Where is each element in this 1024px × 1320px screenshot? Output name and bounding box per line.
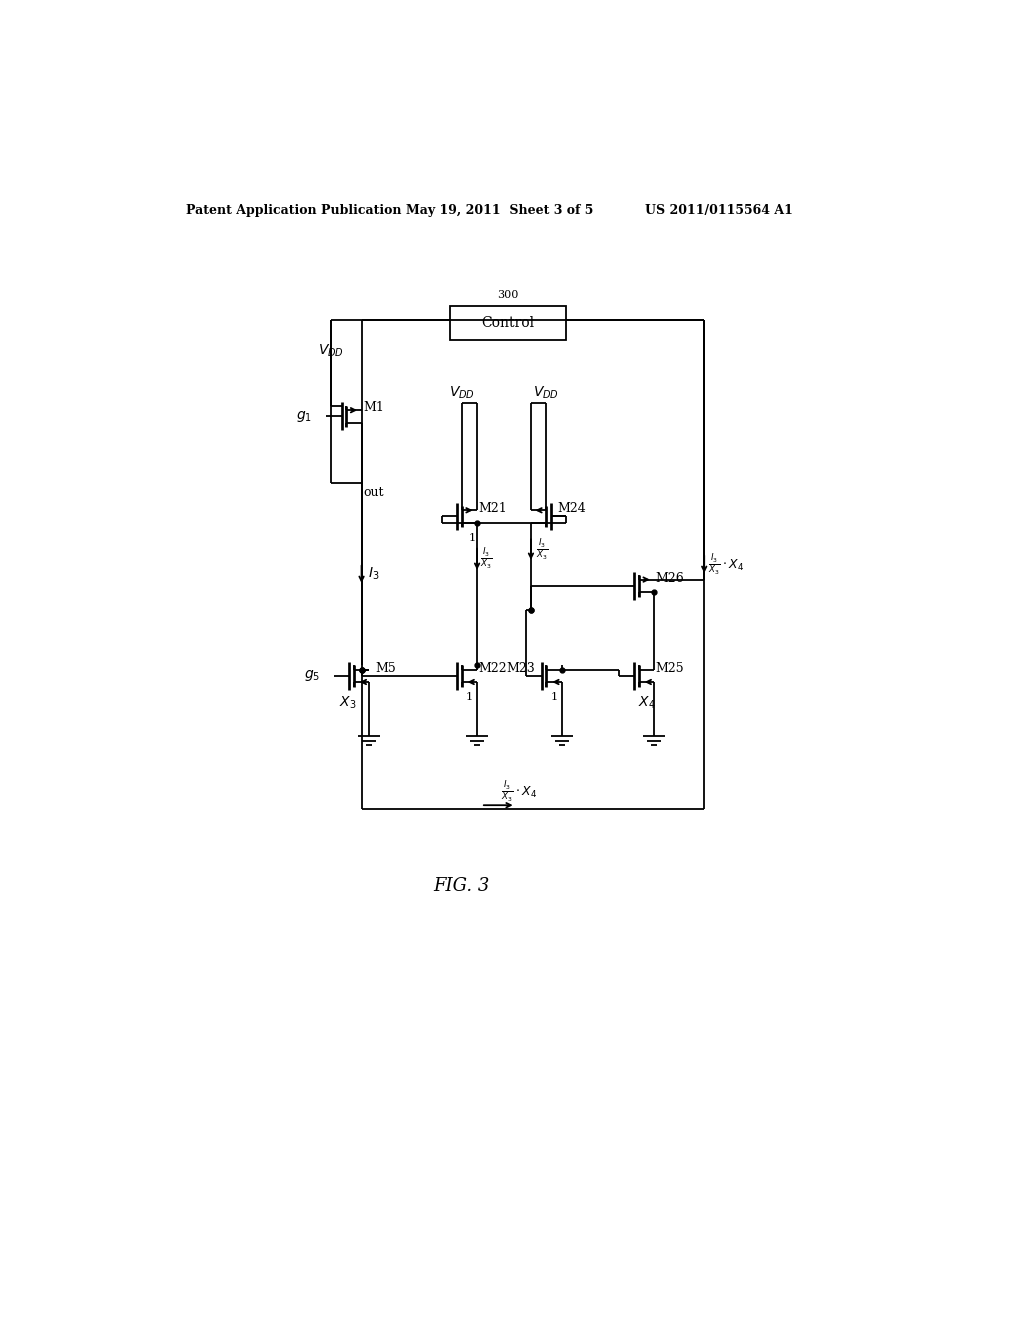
Text: M26: M26 (655, 572, 684, 585)
Text: M23: M23 (506, 661, 536, 675)
FancyBboxPatch shape (451, 306, 565, 341)
Text: out: out (364, 486, 384, 499)
Text: $\frac{I_3}{X_3} \cdot X_4$: $\frac{I_3}{X_3} \cdot X_4$ (708, 552, 744, 577)
Text: FIG. 3: FIG. 3 (433, 876, 489, 895)
Text: M22: M22 (478, 661, 507, 675)
Text: $V_{DD}$: $V_{DD}$ (449, 385, 475, 401)
Text: $g_1$: $g_1$ (296, 409, 312, 424)
Text: $X_4$: $X_4$ (638, 694, 655, 711)
Text: $g_5$: $g_5$ (304, 668, 319, 684)
Text: US 2011/0115564 A1: US 2011/0115564 A1 (645, 205, 793, 218)
Text: 1: 1 (551, 693, 558, 702)
Text: Patent Application Publication: Patent Application Publication (186, 205, 401, 218)
Text: $\frac{I_3}{X_3}$: $\frac{I_3}{X_3}$ (536, 537, 548, 562)
Text: 1: 1 (466, 693, 473, 702)
Text: $V_{DD}$: $V_{DD}$ (317, 343, 344, 359)
Text: M5: M5 (376, 661, 396, 675)
Text: Control: Control (481, 317, 535, 330)
Text: May 19, 2011  Sheet 3 of 5: May 19, 2011 Sheet 3 of 5 (407, 205, 594, 218)
Text: M1: M1 (364, 400, 384, 413)
Text: M21: M21 (478, 502, 507, 515)
Text: $\frac{I_3}{X_3}$: $\frac{I_3}{X_3}$ (480, 546, 493, 572)
Text: $I_3$: $I_3$ (368, 566, 379, 582)
Text: $V_{DD}$: $V_{DD}$ (534, 385, 559, 401)
Text: $\frac{I_3}{X_3} \cdot X_4$: $\frac{I_3}{X_3} \cdot X_4$ (501, 779, 538, 804)
Text: $X_3$: $X_3$ (339, 694, 356, 711)
Text: M25: M25 (655, 661, 684, 675)
Text: 1: 1 (469, 533, 476, 543)
Text: 300: 300 (498, 290, 518, 301)
Text: M24: M24 (557, 502, 586, 515)
